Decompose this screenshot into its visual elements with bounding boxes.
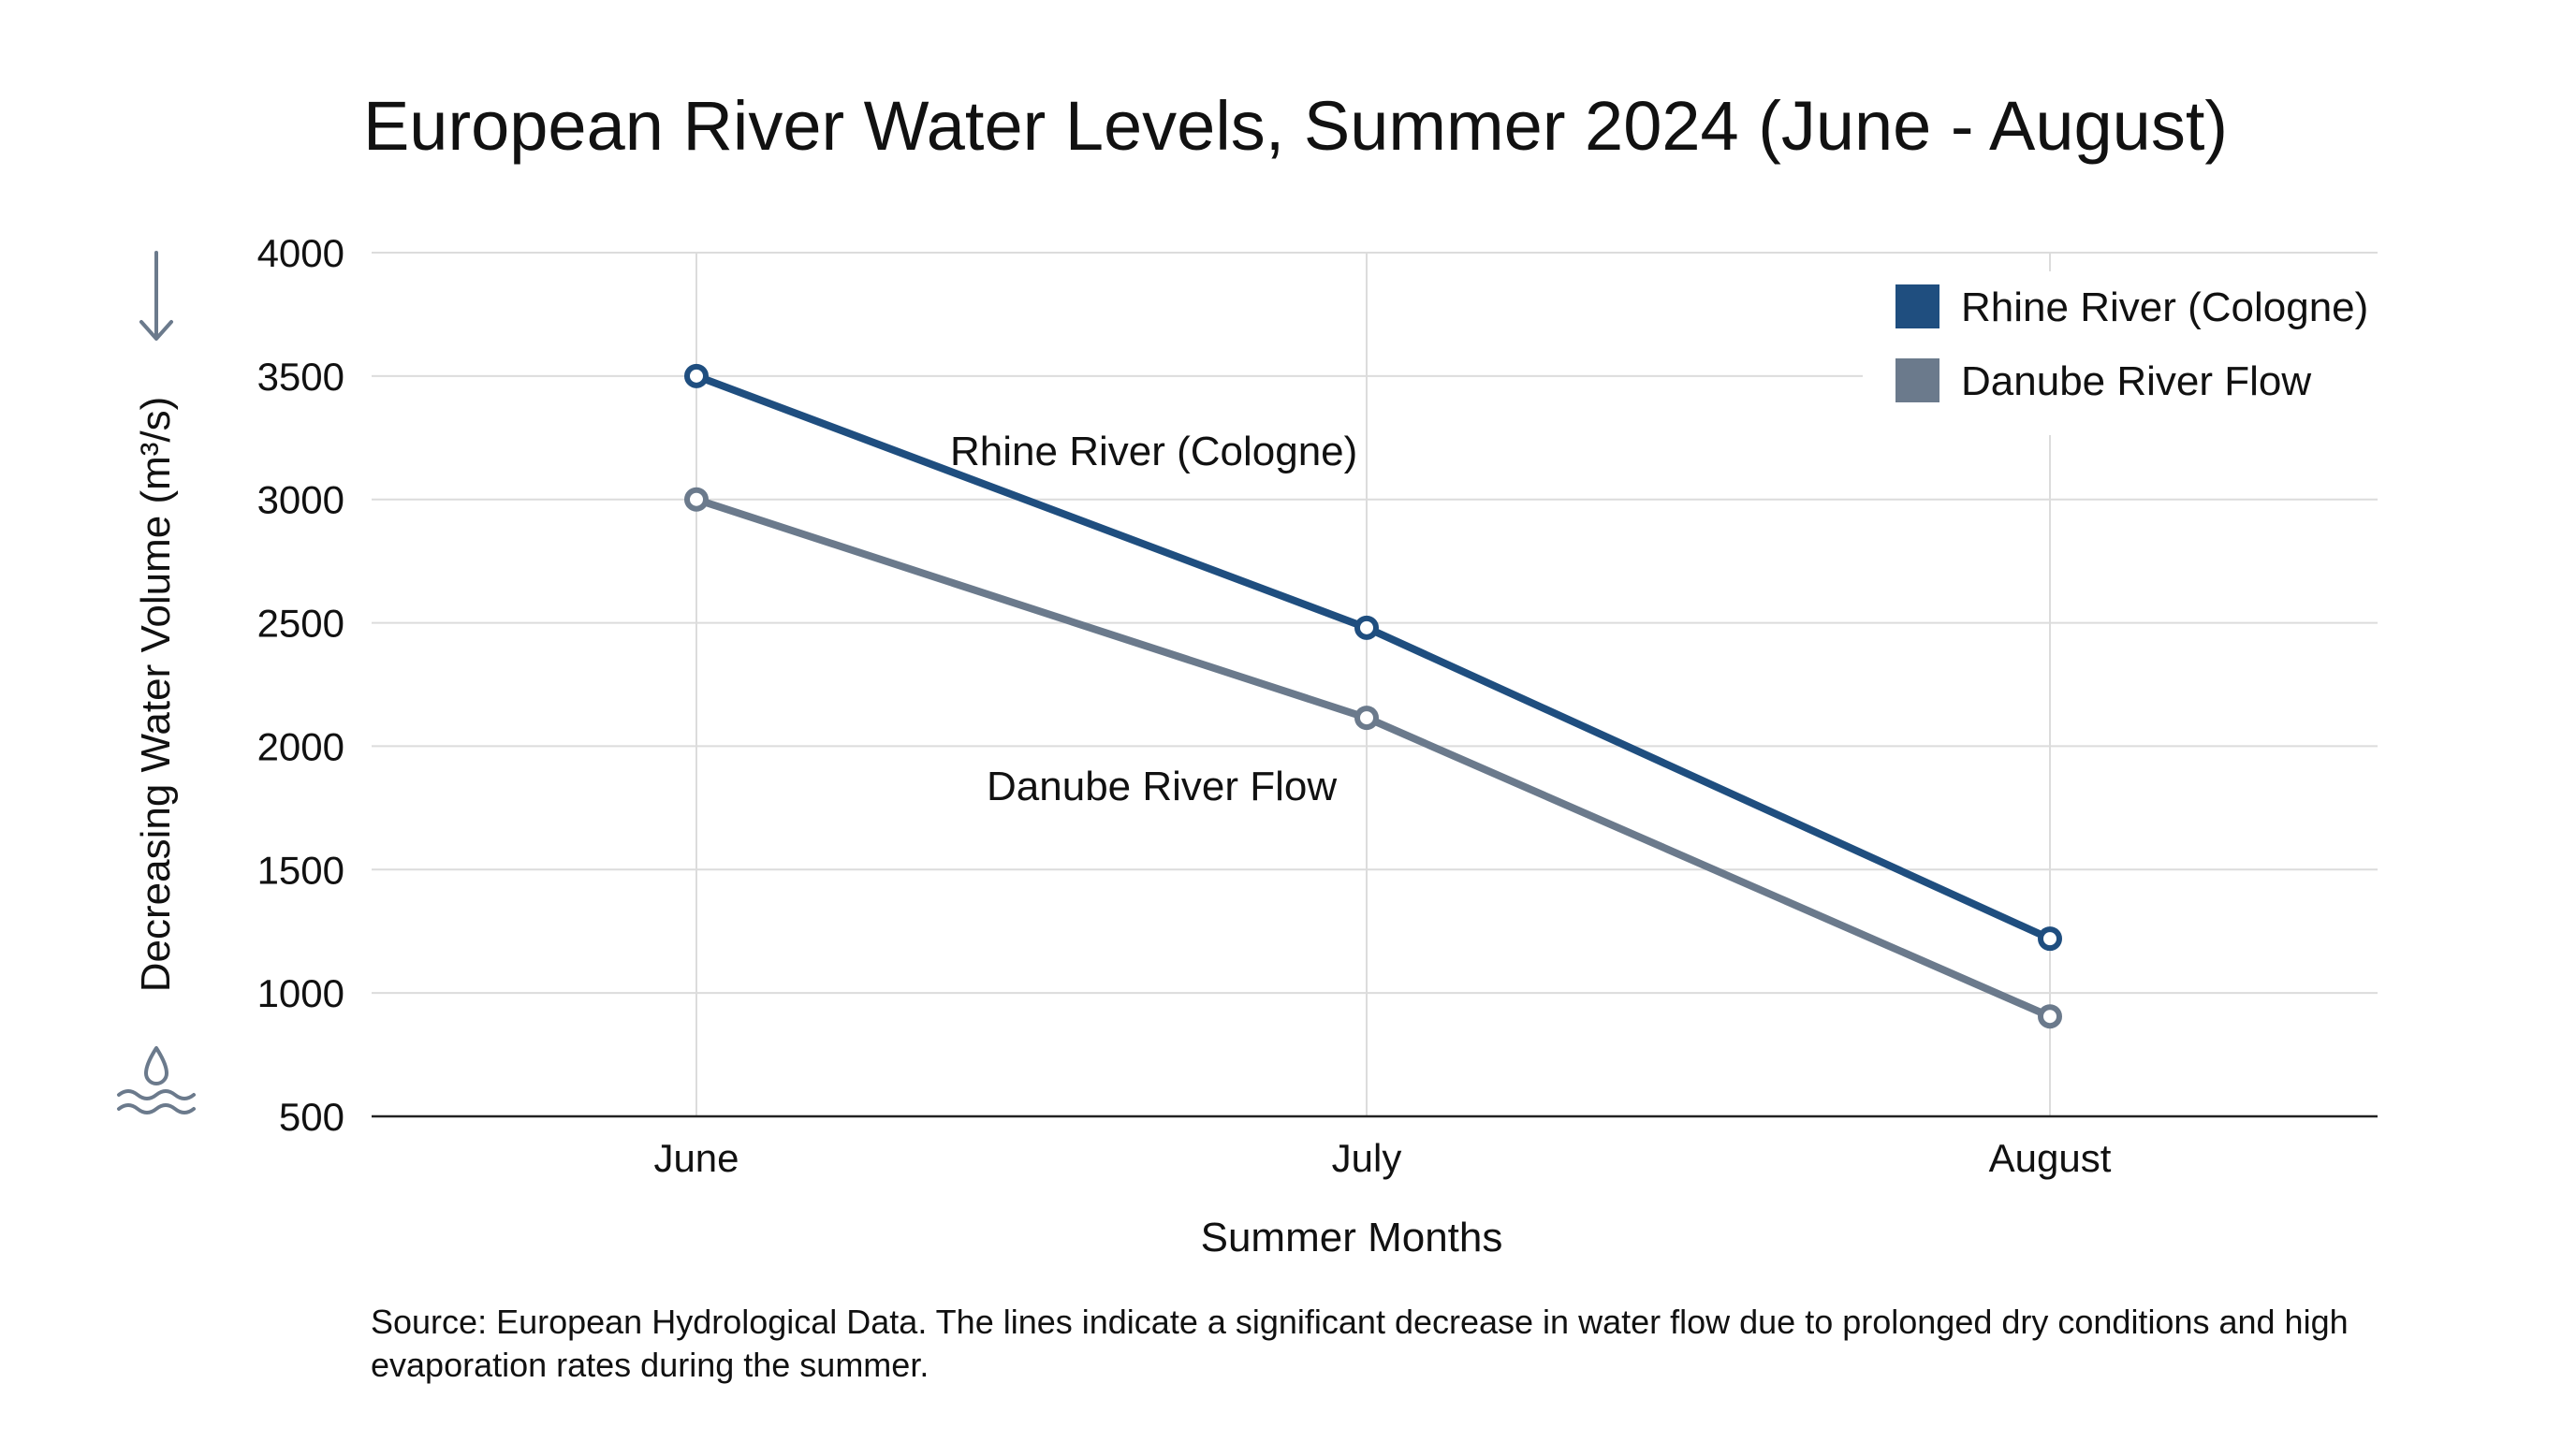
- water-drop-icon: [144, 1046, 168, 1085]
- y-tick-label: 3500: [257, 355, 344, 399]
- chart-title: European River Water Levels, Summer 2024…: [363, 87, 2228, 165]
- data-point-danube: [1354, 706, 1379, 731]
- danube-line-label: Danube River Flow: [987, 764, 1337, 809]
- legend-label-danube: Danube River Flow: [1961, 358, 2311, 404]
- legend-swatch-danube: [1895, 358, 1939, 402]
- legend-background: [1863, 271, 2387, 435]
- data-point-danube: [684, 487, 709, 512]
- legend-swatch-rhine: [1895, 284, 1939, 328]
- data-point-rhine: [684, 363, 709, 388]
- rhine-line-label: Rhine River (Cologne): [950, 429, 1357, 474]
- y-tick-label: 2500: [257, 602, 344, 646]
- x-tick-label: August: [1989, 1136, 2112, 1180]
- y-axis-title: Decreasing Water Volume (m³/s): [133, 397, 179, 993]
- data-point-danube: [2038, 1004, 2062, 1029]
- series-line-danube: [693, 495, 2054, 1021]
- legend-item-rhine: Rhine River (Cologne): [1895, 284, 2368, 330]
- y-tick-label: 2000: [257, 724, 344, 768]
- legend-item-danube: Danube River Flow: [1895, 358, 2311, 404]
- series-layer: [684, 363, 2062, 1029]
- series-line-rhine: [693, 371, 2054, 943]
- y-tick-label: 3000: [257, 478, 344, 522]
- x-tick-labels: June July August: [653, 1136, 2111, 1180]
- x-axis-title: Summer Months: [1201, 1215, 1503, 1260]
- y-tick-labels: 500 1000 1500 2000 2500 3000 3500 4000: [257, 231, 344, 1139]
- y-tick-label: 1500: [257, 848, 344, 892]
- x-tick-label: June: [653, 1136, 739, 1180]
- data-point-rhine: [1354, 615, 1379, 640]
- waves-icon: [117, 1089, 196, 1114]
- down-arrow-icon: [139, 251, 173, 341]
- x-tick-label: July: [1332, 1136, 1402, 1180]
- data-point-rhine: [2038, 926, 2062, 952]
- source-note-container: Source: European Hydrological Data. The …: [371, 1303, 2349, 1384]
- source-note: Source: European Hydrological Data. The …: [371, 1303, 2349, 1384]
- y-tick-label: 500: [279, 1095, 344, 1139]
- legend-label-rhine: Rhine River (Cologne): [1961, 284, 2368, 330]
- y-tick-label: 1000: [257, 971, 344, 1015]
- y-tick-label: 4000: [257, 231, 344, 275]
- legend: Rhine River (Cologne) Danube River Flow: [1863, 271, 2387, 435]
